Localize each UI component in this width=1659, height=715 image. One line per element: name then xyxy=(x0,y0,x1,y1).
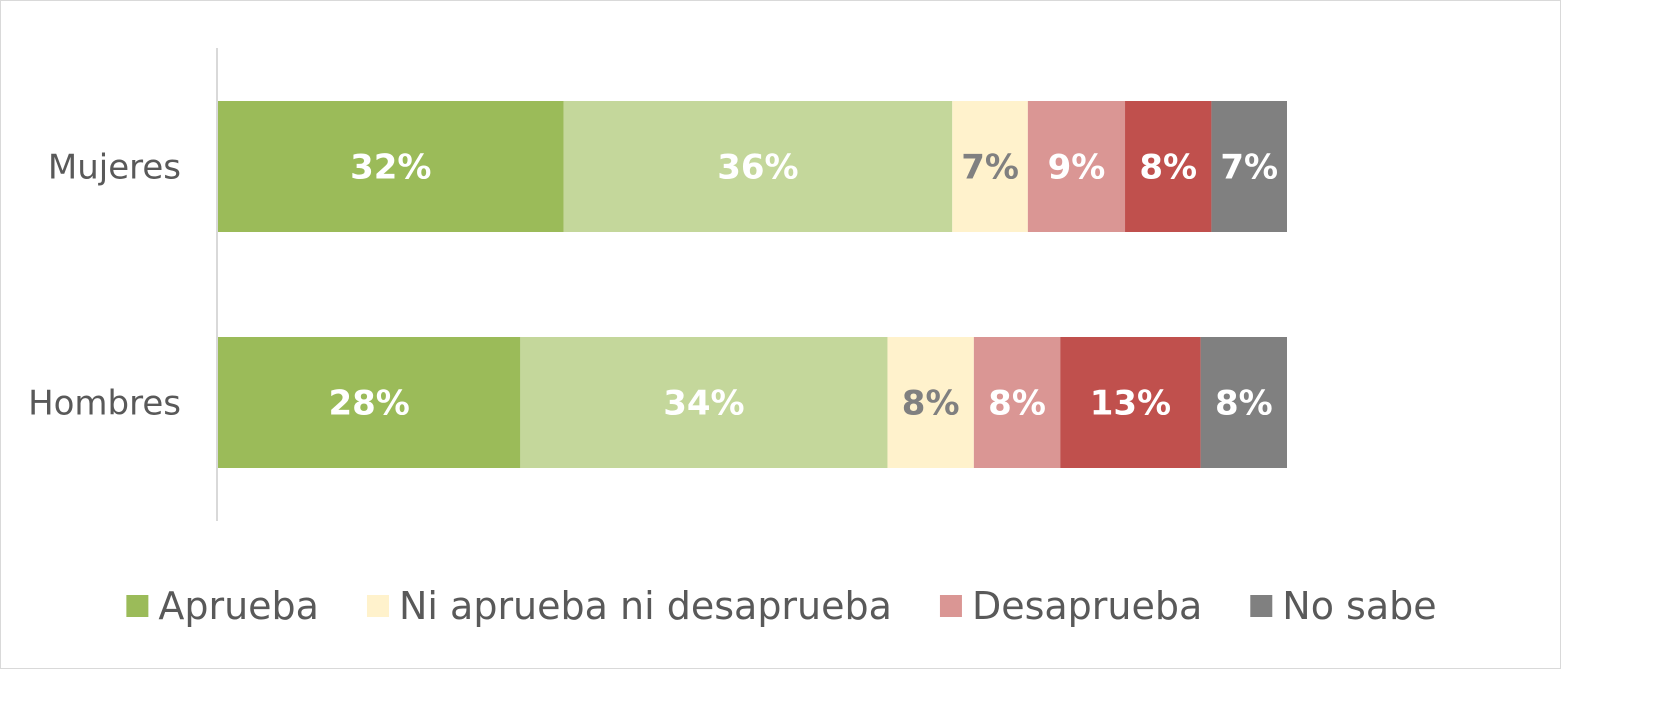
chart-frame: 32% 36% 7% 9% 8% 7% 28% 34% 8% 8% 13% 8% Mujeres Hom… xyxy=(0,0,1561,669)
bar-segment-hombres-6 xyxy=(1200,337,1287,468)
bar-segment-hombres-5 xyxy=(1060,337,1201,468)
bar-segment-mujeres-5 xyxy=(1125,101,1212,232)
category-label-mujeres: Mujeres xyxy=(48,148,181,188)
data-label: 9% xyxy=(1048,148,1106,188)
data-label: 7% xyxy=(1220,148,1278,188)
data-label: 36% xyxy=(717,148,798,188)
bar-segment-hombres-4 xyxy=(973,337,1061,468)
bar-segment-hombres-3 xyxy=(887,337,974,468)
legend-label-2: Ni aprueba ni desaprueba xyxy=(399,584,892,628)
legend-swatch-2 xyxy=(366,595,389,617)
legend-label-1: Aprueba xyxy=(158,584,319,628)
data-label: 28% xyxy=(328,384,409,424)
bar-segment-mujeres-6 xyxy=(1211,101,1287,232)
bar-segment-hombres-1 xyxy=(218,337,521,468)
data-label: 8% xyxy=(1139,148,1197,188)
category-label-hombres: Hombres xyxy=(28,384,181,424)
category-labels: Mujeres Hombres xyxy=(28,148,181,424)
data-label: 8% xyxy=(1215,384,1273,424)
data-label: 34% xyxy=(663,384,744,424)
bars-group: 32% 36% 7% 9% 8% 7% 28% 34% 8% 8% 13% 8% xyxy=(218,101,1287,468)
data-label: 7% xyxy=(961,148,1019,188)
legend-swatch-1 xyxy=(126,595,149,617)
data-label: 8% xyxy=(988,384,1046,424)
bar-segment-mujeres-1 xyxy=(218,101,564,232)
data-label: 8% xyxy=(902,384,960,424)
data-label: 32% xyxy=(350,148,431,188)
data-label: 13% xyxy=(1090,384,1171,424)
bar-segment-mujeres-2 xyxy=(563,101,953,232)
bar-segment-mujeres-3 xyxy=(952,101,1028,232)
legend-swatch-3 xyxy=(939,595,962,617)
legend-swatch-4 xyxy=(1250,595,1273,617)
legend-label-3: Desaprueba xyxy=(972,584,1202,628)
bar-segment-hombres-2 xyxy=(520,337,888,468)
legend: Aprueba Ni aprueba ni desaprueba Desaprueb… xyxy=(126,584,1437,628)
legend-label-4: No sabe xyxy=(1282,584,1436,628)
bar-segment-mujeres-4 xyxy=(1027,101,1126,232)
stacked-bar-chart: 32% 36% 7% 9% 8% 7% 28% 34% 8% 8% 13% 8% Mujeres Hom… xyxy=(28,48,1437,628)
